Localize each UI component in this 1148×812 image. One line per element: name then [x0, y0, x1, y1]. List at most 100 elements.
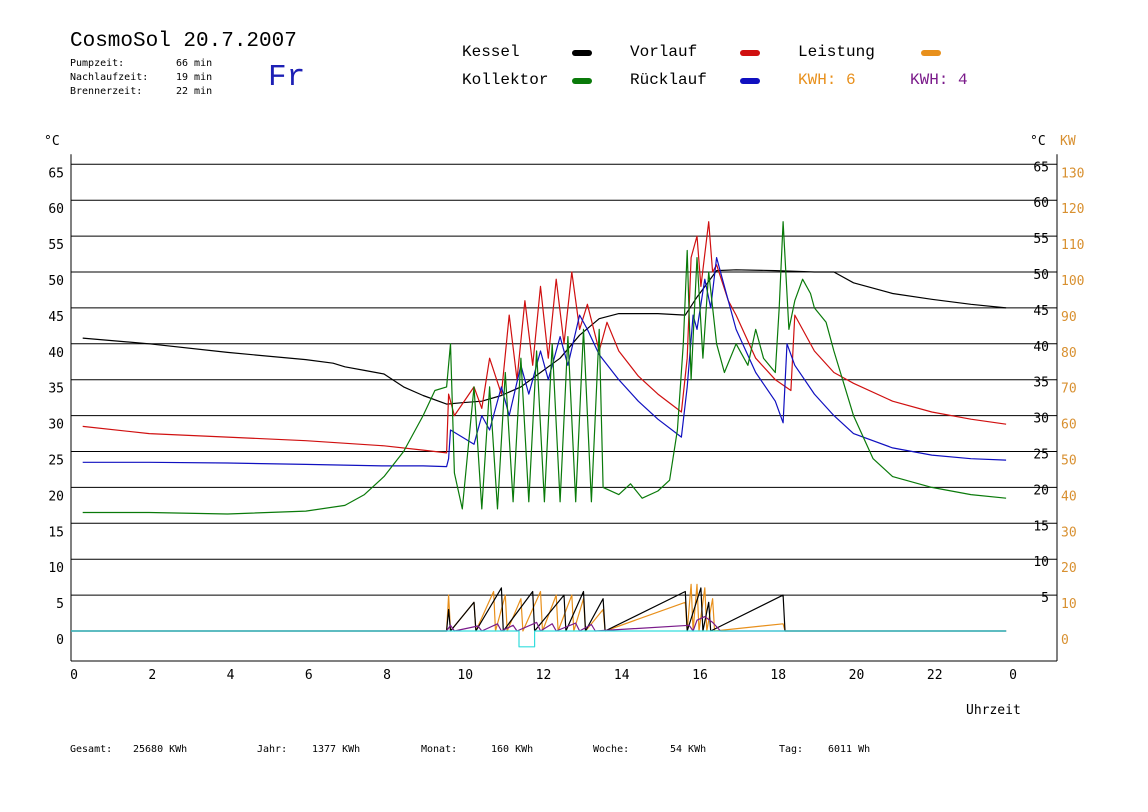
y-tick-left-50: 50 — [48, 274, 64, 289]
x-tick-10: 20 — [849, 668, 865, 683]
y-tick-right-c-20: 20 — [1033, 483, 1049, 498]
x-tick-4: 8 — [383, 668, 391, 683]
y-tick-right-kw-20: 20 — [1061, 561, 1077, 576]
legend-kwh1: KWH: 6 — [798, 71, 856, 89]
x-tick-1: 2 — [148, 668, 156, 683]
y-tick-right-c-55: 55 — [1033, 232, 1049, 247]
y-tick-left-65: 65 — [48, 166, 64, 181]
y-tick-right-c-5: 5 — [1041, 591, 1049, 606]
y-tick-right-c-40: 40 — [1033, 340, 1049, 355]
y-tick-left-60: 60 — [48, 202, 64, 217]
y-tick-left-55: 55 — [48, 238, 64, 253]
y-tick-left-30: 30 — [48, 418, 64, 433]
x-tick-3: 6 — [305, 668, 313, 683]
chart-title: CosmoSol 20.7.2007 — [70, 30, 297, 53]
y-tick-left-5: 5 — [56, 597, 64, 612]
x-tick-7: 14 — [614, 668, 630, 683]
y-tick-right-c-30: 30 — [1033, 412, 1049, 427]
y-tick-right-kw-100: 100 — [1061, 274, 1084, 289]
y-tick-left-10: 10 — [48, 561, 64, 576]
footer-value-tag: 6011 Wh — [828, 744, 871, 755]
x-axis-label: Uhrzeit — [966, 703, 1021, 718]
legend-kollektor-label: Kollektor — [462, 71, 549, 89]
footer-value-gesamt: 25680 KWh — [133, 744, 188, 755]
y-tick-right-kw-30: 30 — [1061, 525, 1077, 540]
y-tick-right-c-65: 65 — [1033, 160, 1049, 175]
y-tick-right-kw-110: 110 — [1061, 238, 1084, 253]
y-tick-right-kw-10: 10 — [1061, 597, 1077, 612]
x-tick-2: 4 — [227, 668, 235, 683]
weekday-label: Fr — [268, 60, 306, 95]
y-tick-right-kw-0: 0 — [1061, 633, 1069, 648]
stat-value-brennerzeit: 22 min — [176, 86, 213, 97]
y-tick-right-c-10: 10 — [1033, 555, 1049, 570]
footer-label-jahr: Jahr: — [257, 744, 288, 755]
y-tick-right-kw-80: 80 — [1061, 346, 1077, 361]
y-tick-right-c-60: 60 — [1033, 196, 1049, 211]
y-tick-right-c-15: 15 — [1033, 519, 1049, 534]
y-axis-unit-right-kw: KW — [1060, 134, 1076, 149]
stat-label-brennerzeit: Brennerzeit: — [70, 86, 143, 97]
axis-labels: 0510152025303540455055606551015202530354… — [44, 134, 1084, 718]
y-tick-left-20: 20 — [48, 489, 64, 504]
legend-leistung-label: Leistung — [798, 43, 875, 61]
stat-value-pumpzeit: 66 min — [176, 58, 213, 69]
y-axis-unit-left: °C — [44, 134, 60, 149]
footer-label-tag: Tag: — [779, 744, 804, 755]
legend-kessel-swatch — [572, 50, 592, 56]
legend-kollektor-swatch — [572, 78, 592, 84]
y-tick-right-kw-120: 120 — [1061, 202, 1084, 217]
stat-value-nachlaufzeit: 19 min — [176, 72, 213, 83]
y-tick-right-kw-90: 90 — [1061, 310, 1077, 325]
y-tick-left-0: 0 — [56, 633, 64, 648]
footer-value-monat: 160 KWh — [491, 744, 534, 755]
legend-leistung-swatch — [921, 50, 941, 56]
x-tick-9: 18 — [770, 668, 786, 683]
legend-vorlauf-swatch — [740, 50, 760, 56]
x-tick-0: 0 — [70, 668, 78, 683]
y-tick-left-40: 40 — [48, 346, 64, 361]
y-tick-right-c-35: 35 — [1033, 376, 1049, 391]
y-tick-right-kw-40: 40 — [1061, 489, 1077, 504]
legend-vorlauf-label: Vorlauf — [630, 43, 698, 61]
series-line-vorlauf-1 — [82, 221, 1007, 454]
footer-value-jahr: 1377 KWh — [312, 744, 361, 755]
x-tick-11: 22 — [927, 668, 943, 683]
series-line-kollektor-3 — [82, 221, 1007, 515]
series-lines — [71, 221, 1007, 648]
y-tick-right-kw-50: 50 — [1061, 454, 1077, 469]
footer-value-woche: 54 KWh — [670, 744, 707, 755]
y-tick-right-kw-130: 130 — [1061, 166, 1084, 181]
series-line-kessel-0 — [82, 269, 1007, 405]
legend-kwh2: KWH: 4 — [910, 71, 968, 89]
y-tick-right-kw-70: 70 — [1061, 382, 1077, 397]
y-tick-left-45: 45 — [48, 310, 64, 325]
series-line-leistung-4 — [71, 583, 1007, 632]
y-tick-left-35: 35 — [48, 382, 64, 397]
y-axis-unit-right-c: °C — [1030, 134, 1046, 149]
y-tick-right-c-45: 45 — [1033, 304, 1049, 319]
footer-label-monat: Monat: — [421, 744, 458, 755]
series-line-baseline-7 — [71, 630, 1007, 648]
series-line-kwh2-6 — [71, 616, 1007, 632]
y-tick-right-c-50: 50 — [1033, 268, 1049, 283]
y-tick-right-c-25: 25 — [1033, 448, 1049, 463]
series-line-ruecklauf-2 — [82, 257, 1007, 468]
legend-ruecklauf-swatch — [740, 78, 760, 84]
x-tick-6: 12 — [536, 668, 552, 683]
x-tick-8: 16 — [692, 668, 708, 683]
legend-kessel-label: Kessel — [462, 43, 520, 61]
stat-label-pumpzeit: Pumpzeit: — [70, 58, 125, 69]
x-tick-5: 10 — [457, 668, 473, 683]
y-tick-left-15: 15 — [48, 525, 64, 540]
stat-label-nachlaufzeit: Nachlaufzeit: — [70, 72, 149, 83]
y-tick-right-kw-60: 60 — [1061, 418, 1077, 433]
axes — [70, 154, 1058, 662]
footer-label-woche: Woche: — [593, 744, 630, 755]
grid-lines — [71, 163, 1057, 596]
legend-ruecklauf-label: Rücklauf — [630, 71, 707, 89]
x-tick-12: 0 — [1009, 668, 1017, 683]
y-tick-left-25: 25 — [48, 454, 64, 469]
series-line-kessel-5 — [71, 587, 1007, 632]
